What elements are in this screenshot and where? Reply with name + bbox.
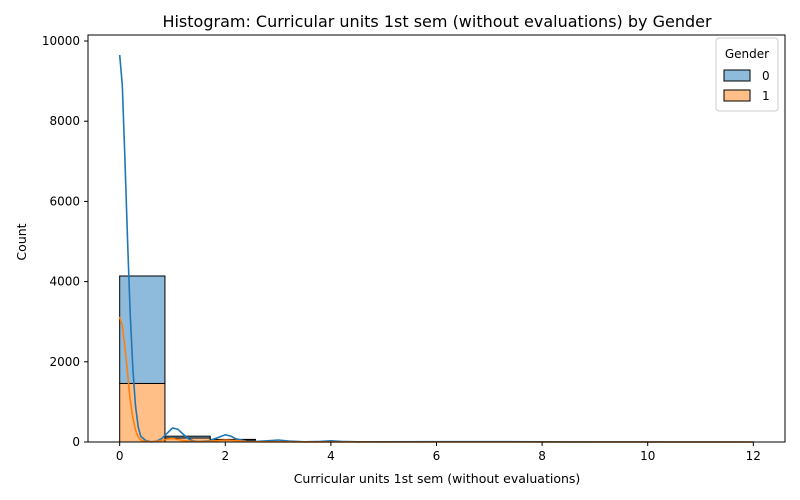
x-tick-label: 4 — [327, 449, 335, 463]
chart-title: Histogram: Curricular units 1st sem (wit… — [162, 12, 712, 31]
legend-swatch-gender-1 — [723, 89, 751, 102]
y-tick-label: 10000 — [42, 34, 80, 48]
bar-gender-1-bin-0 — [119, 382, 166, 443]
y-tick-label: 8000 — [49, 114, 80, 128]
kde-line-gender-1 — [118, 316, 754, 443]
y-axis-label: Count — [14, 223, 29, 260]
y-tick-label: 4000 — [49, 275, 80, 289]
x-tick-label: 2 — [221, 449, 229, 463]
y-tick-label: 0 — [72, 435, 80, 449]
y-tick-label: 6000 — [49, 194, 80, 208]
x-tick-label: 0 — [116, 449, 124, 463]
kde-line-gender-0 — [118, 54, 754, 443]
x-tick-label: 6 — [433, 449, 441, 463]
x-axis-label: Curricular units 1st sem (without evalua… — [294, 471, 581, 486]
axes-frame — [87, 34, 786, 443]
legend-swatch-gender-0 — [723, 69, 751, 82]
legend: Gender 0 1 — [715, 37, 779, 112]
y-tick-label: 2000 — [49, 355, 80, 369]
x-tick-label: 8 — [538, 449, 546, 463]
legend-title: Gender — [725, 47, 769, 61]
x-tick-label: 10 — [640, 449, 655, 463]
legend-label-gender-1: 1 — [762, 89, 770, 103]
legend-label-gender-0: 0 — [762, 69, 770, 83]
x-tick-label: 12 — [746, 449, 761, 463]
